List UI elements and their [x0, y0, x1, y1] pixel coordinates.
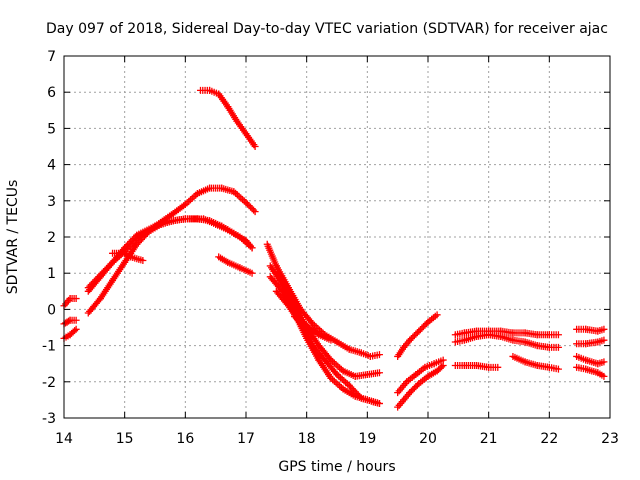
data-point-run — [485, 363, 502, 371]
series-s6 — [84, 215, 256, 317]
plot-frame — [63, 55, 611, 419]
data-point-run — [594, 325, 608, 335]
x-tick-label: 23 — [601, 431, 619, 447]
data-point-run — [66, 325, 80, 339]
data-point-run — [96, 258, 117, 281]
data-point-run — [573, 363, 590, 373]
y-tick-label: 1 — [47, 266, 56, 282]
series-s18 — [451, 327, 562, 339]
data-point-run — [272, 287, 292, 310]
x-tick-label: 15 — [116, 431, 134, 447]
data-point-run — [366, 351, 383, 360]
y-tick-label: 6 — [47, 85, 56, 101]
y-tick-label: 3 — [47, 194, 56, 210]
series-s11 — [266, 262, 383, 380]
series-s19 — [451, 331, 562, 351]
x-tick-label: 19 — [358, 431, 376, 447]
y-tick-label: -2 — [42, 375, 56, 391]
data-point-run — [433, 362, 447, 375]
data-point-run — [263, 240, 280, 270]
series-s22 — [573, 325, 608, 335]
data-point-run — [242, 130, 259, 150]
x-tick-label: 16 — [176, 431, 194, 447]
data-point-run — [66, 316, 80, 324]
series-s15 — [394, 362, 447, 411]
y-tick-label: 0 — [47, 302, 56, 318]
series-s8 — [197, 86, 259, 150]
data-point-run — [272, 262, 292, 292]
data-point-run — [266, 273, 286, 295]
series-s21 — [509, 352, 562, 373]
series-s25 — [573, 363, 608, 380]
series-s20 — [451, 362, 502, 371]
series-s16 — [394, 356, 447, 397]
y-tick-label: 4 — [47, 158, 56, 174]
data-point-run — [315, 331, 335, 344]
series-s13 — [272, 287, 383, 408]
data-point-run — [594, 336, 608, 346]
y-tick-label: -1 — [42, 339, 56, 355]
x-tick-label: 20 — [419, 431, 437, 447]
y-tick-label: 2 — [47, 230, 56, 246]
data-point-run — [84, 273, 104, 295]
series-s14 — [291, 313, 335, 344]
y-tick-label: -3 — [42, 411, 56, 427]
data-point-run — [66, 295, 80, 303]
data-point-run — [63, 316, 74, 326]
series-s9 — [215, 253, 256, 277]
data-point-run — [363, 369, 383, 379]
data-point-run — [127, 253, 147, 265]
data-point-run — [242, 199, 259, 216]
data-point-run — [545, 343, 562, 351]
data-point-run — [545, 331, 562, 339]
data-point-run — [297, 320, 317, 350]
series-s23 — [573, 336, 608, 348]
y-tick-label: 5 — [47, 121, 56, 137]
x-axis-ticks: 14 15 16 17 18 19 20 21 22 23 — [55, 56, 619, 447]
data-point-run — [309, 342, 329, 364]
data-point-run — [242, 237, 256, 252]
data-point-run — [573, 352, 590, 364]
data-point-run — [284, 284, 305, 313]
data-point-run — [236, 264, 256, 277]
x-tick-label: 21 — [480, 431, 498, 447]
data-point-run — [315, 356, 335, 382]
data-point-run — [109, 258, 129, 284]
chart-title: Day 097 of 2018, Sidereal Day-to-day VTE… — [46, 21, 608, 37]
data-point-run — [321, 356, 341, 379]
data-point-run — [84, 295, 104, 317]
series-s24 — [573, 352, 608, 368]
data-point-run — [424, 311, 441, 326]
data-point-run — [545, 363, 562, 373]
series-s2 — [60, 316, 80, 328]
x-tick-label: 17 — [237, 431, 255, 447]
x-axis-label: GPS time / hours — [278, 459, 395, 475]
data-point-run — [430, 356, 447, 368]
data-point-run — [369, 398, 383, 408]
data-point-run — [451, 336, 468, 346]
data-point-run — [96, 276, 117, 303]
data-point-run — [278, 280, 299, 310]
y-tick-label: 7 — [47, 49, 56, 65]
data-point-run — [297, 305, 317, 328]
x-tick-label: 22 — [540, 431, 558, 447]
data-points — [60, 86, 608, 411]
data-point-run — [266, 262, 286, 288]
data-point-run — [594, 369, 608, 380]
y-axis-label: SDTVAR / TECUs — [5, 180, 21, 295]
y-axis-ticks: -3 -2 -1 0 1 2 3 4 5 6 7 — [42, 49, 610, 427]
data-point-run — [594, 358, 608, 368]
series-s17 — [394, 311, 441, 360]
data-point-run — [63, 295, 74, 306]
series-s1 — [60, 295, 80, 310]
data-point-run — [315, 342, 335, 364]
x-tick-label: 18 — [298, 431, 316, 447]
series-s3 — [60, 325, 80, 342]
series-s7 — [109, 249, 147, 265]
data-point-run — [357, 349, 374, 360]
grid-lines — [64, 56, 610, 418]
data-point-run — [451, 329, 468, 339]
x-tick-label: 14 — [55, 431, 73, 447]
